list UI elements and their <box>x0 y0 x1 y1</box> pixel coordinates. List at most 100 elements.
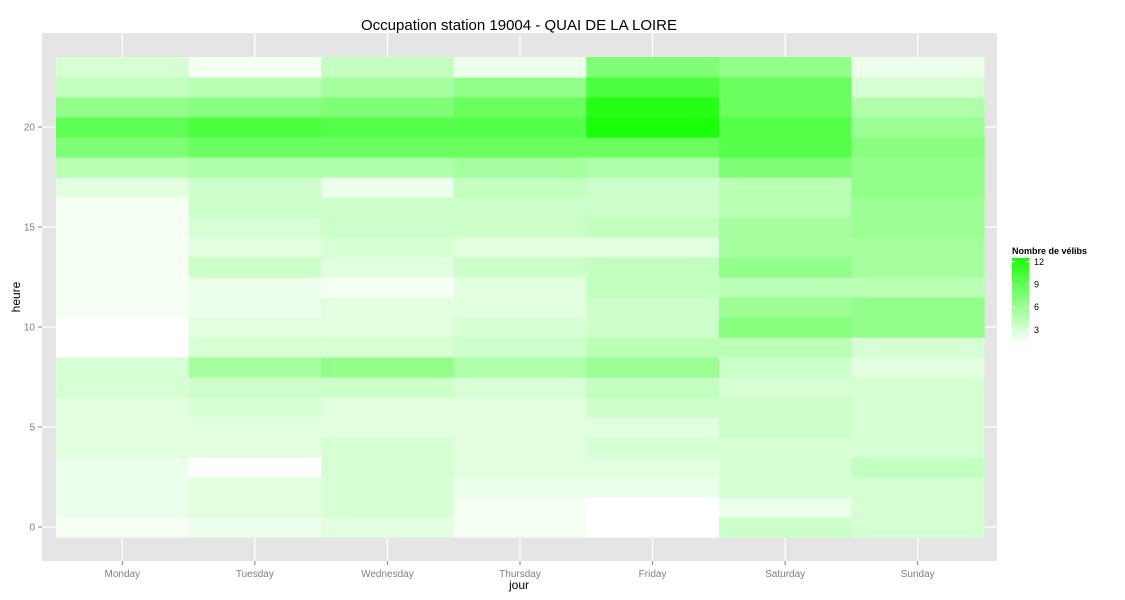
heatmap-cell <box>56 137 190 158</box>
heatmap-cell <box>188 217 322 238</box>
heatmap-cell <box>56 217 190 238</box>
heatmap-cell <box>851 277 985 298</box>
heatmap-cell <box>718 437 853 458</box>
heatmap-cell <box>188 277 322 298</box>
y-axis-ticks: 0 5 10 15 20 <box>24 123 42 534</box>
heatmap-cell <box>188 157 322 178</box>
heatmap-cell <box>453 497 587 518</box>
y-tick-label: 5 <box>29 423 35 434</box>
legend-breaks: 3 6 9 12 <box>1012 257 1044 335</box>
heatmap-cell <box>56 337 190 358</box>
legend-break-label: 12 <box>1034 257 1044 267</box>
legend: Nombre de vélibs 3 6 9 12 <box>1012 246 1087 345</box>
heatmap-cell <box>718 297 853 318</box>
heatmap-cell <box>188 97 322 118</box>
heatmap-cell <box>851 437 985 458</box>
heatmap-cell <box>718 477 853 498</box>
heatmap-cell <box>453 337 587 358</box>
heatmap-cell <box>321 157 455 178</box>
heatmap-cell <box>453 137 587 158</box>
x-tick-label: Tuesday <box>236 569 274 580</box>
heatmap-cell <box>586 477 720 498</box>
heatmap-cell <box>321 437 455 458</box>
heatmap-cell <box>453 417 587 438</box>
heatmap-cell <box>453 317 587 338</box>
heatmap-cell <box>188 57 322 78</box>
heatmap-cell <box>851 177 985 198</box>
x-tick-label: Monday <box>104 569 140 580</box>
heatmap-cell <box>453 97 587 118</box>
heatmap-cell <box>453 517 587 538</box>
heatmap-cell <box>188 197 322 218</box>
heatmap-cell <box>851 77 985 98</box>
heatmap-cell <box>188 337 322 358</box>
heatmap-cell <box>453 277 587 298</box>
heatmap-cell <box>718 117 853 138</box>
heatmap-cell <box>56 57 190 78</box>
legend-break-label: 3 <box>1034 325 1039 335</box>
heatmap-cell <box>851 497 985 518</box>
heatmap-cell <box>586 57 720 78</box>
heatmap-cell <box>586 317 720 338</box>
heatmap-cell <box>188 377 322 398</box>
heatmap-cell <box>453 197 587 218</box>
heatmap-cell <box>586 197 720 218</box>
heatmap-cell <box>718 277 853 298</box>
heatmap-cell <box>453 437 587 458</box>
x-axis-title: jour <box>508 578 529 592</box>
heatmap-cell <box>56 257 190 278</box>
y-tick-label: 20 <box>24 123 36 134</box>
heatmap-cell <box>321 217 455 238</box>
heatmap-cell <box>718 177 853 198</box>
heatmap-cell <box>586 277 720 298</box>
heatmap-cell <box>586 177 720 198</box>
heatmap-cell <box>188 397 322 418</box>
heatmap-cell <box>718 357 853 378</box>
heatmap-cell <box>718 497 853 518</box>
legend-title: Nombre de vélibs <box>1012 246 1087 256</box>
heatmap-cell <box>586 217 720 238</box>
heatmap-cell <box>188 137 322 158</box>
heatmap-cell <box>718 417 853 438</box>
heatmap-cell <box>718 217 853 238</box>
legend-color-bar <box>1012 258 1029 345</box>
heatmap-cell <box>321 477 455 498</box>
heatmap-cell <box>586 97 720 118</box>
heatmap-cell <box>56 417 190 438</box>
y-axis-title: heure <box>9 281 23 312</box>
heatmap-cell <box>851 297 985 318</box>
heatmap-cell <box>56 397 190 418</box>
heatmap-cell <box>56 377 190 398</box>
heatmap-cell <box>851 377 985 398</box>
heatmap-cell <box>188 77 322 98</box>
heatmap-cell <box>718 97 853 118</box>
heatmap-cell <box>321 377 455 398</box>
heatmap-cell <box>851 457 985 478</box>
heatmap-cell <box>321 257 455 278</box>
heatmap-cell <box>718 157 853 178</box>
heatmap-cell <box>321 57 455 78</box>
heatmap-cell <box>56 197 190 218</box>
heatmap-cell <box>586 457 720 478</box>
heatmap-cell <box>851 397 985 418</box>
heatmap-cell <box>188 257 322 278</box>
heatmap-cell <box>586 397 720 418</box>
heatmap-cell <box>851 417 985 438</box>
heatmap-cell <box>321 457 455 478</box>
heatmap-cell <box>718 517 853 538</box>
heatmap-cell <box>851 317 985 338</box>
heatmap-cell <box>188 237 322 258</box>
heatmap-cell <box>851 137 985 158</box>
chart-title: Occupation station 19004 - QUAI DE LA LO… <box>361 17 677 34</box>
heatmap-cell <box>586 357 720 378</box>
heatmap-cell <box>586 517 720 538</box>
heatmap-cell <box>321 357 455 378</box>
heatmap-cell <box>453 157 587 178</box>
heatmap-cell <box>586 117 720 138</box>
heatmap-cell <box>56 437 190 458</box>
heatmap-cell <box>188 457 322 478</box>
heatmap-cell <box>56 477 190 498</box>
heatmap-cell <box>188 177 322 198</box>
heatmap-cell <box>321 317 455 338</box>
